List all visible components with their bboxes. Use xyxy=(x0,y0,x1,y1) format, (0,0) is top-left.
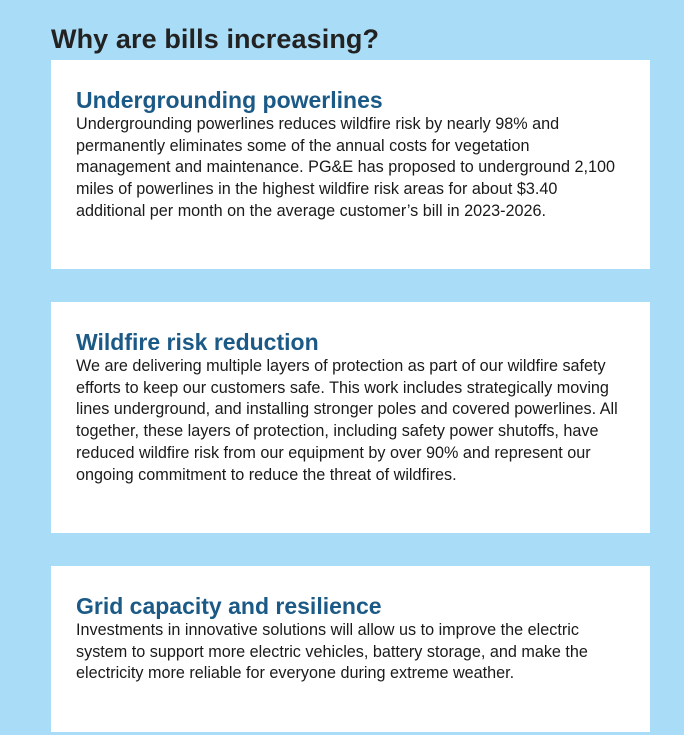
card-body: Undergrounding powerlines reduces wildfi… xyxy=(76,115,616,220)
card-wildfire-risk-reduction: Wildfire risk reduction We are deliverin… xyxy=(51,302,650,533)
page-title: Why are bills increasing? xyxy=(51,24,380,54)
card-undergrounding-powerlines: Undergrounding powerlines Undergrounding… xyxy=(51,60,650,269)
card-body: We are delivering multiple layers of pro… xyxy=(76,357,618,484)
card-title: Wildfire risk reduction xyxy=(76,329,319,355)
card-body: Investments in innovative solutions will… xyxy=(76,621,588,683)
card-title: Grid capacity and resilience xyxy=(76,593,382,619)
card-title: Undergrounding powerlines xyxy=(76,87,383,113)
card-grid-capacity-resilience: Grid capacity and resilience Investments… xyxy=(51,566,650,732)
